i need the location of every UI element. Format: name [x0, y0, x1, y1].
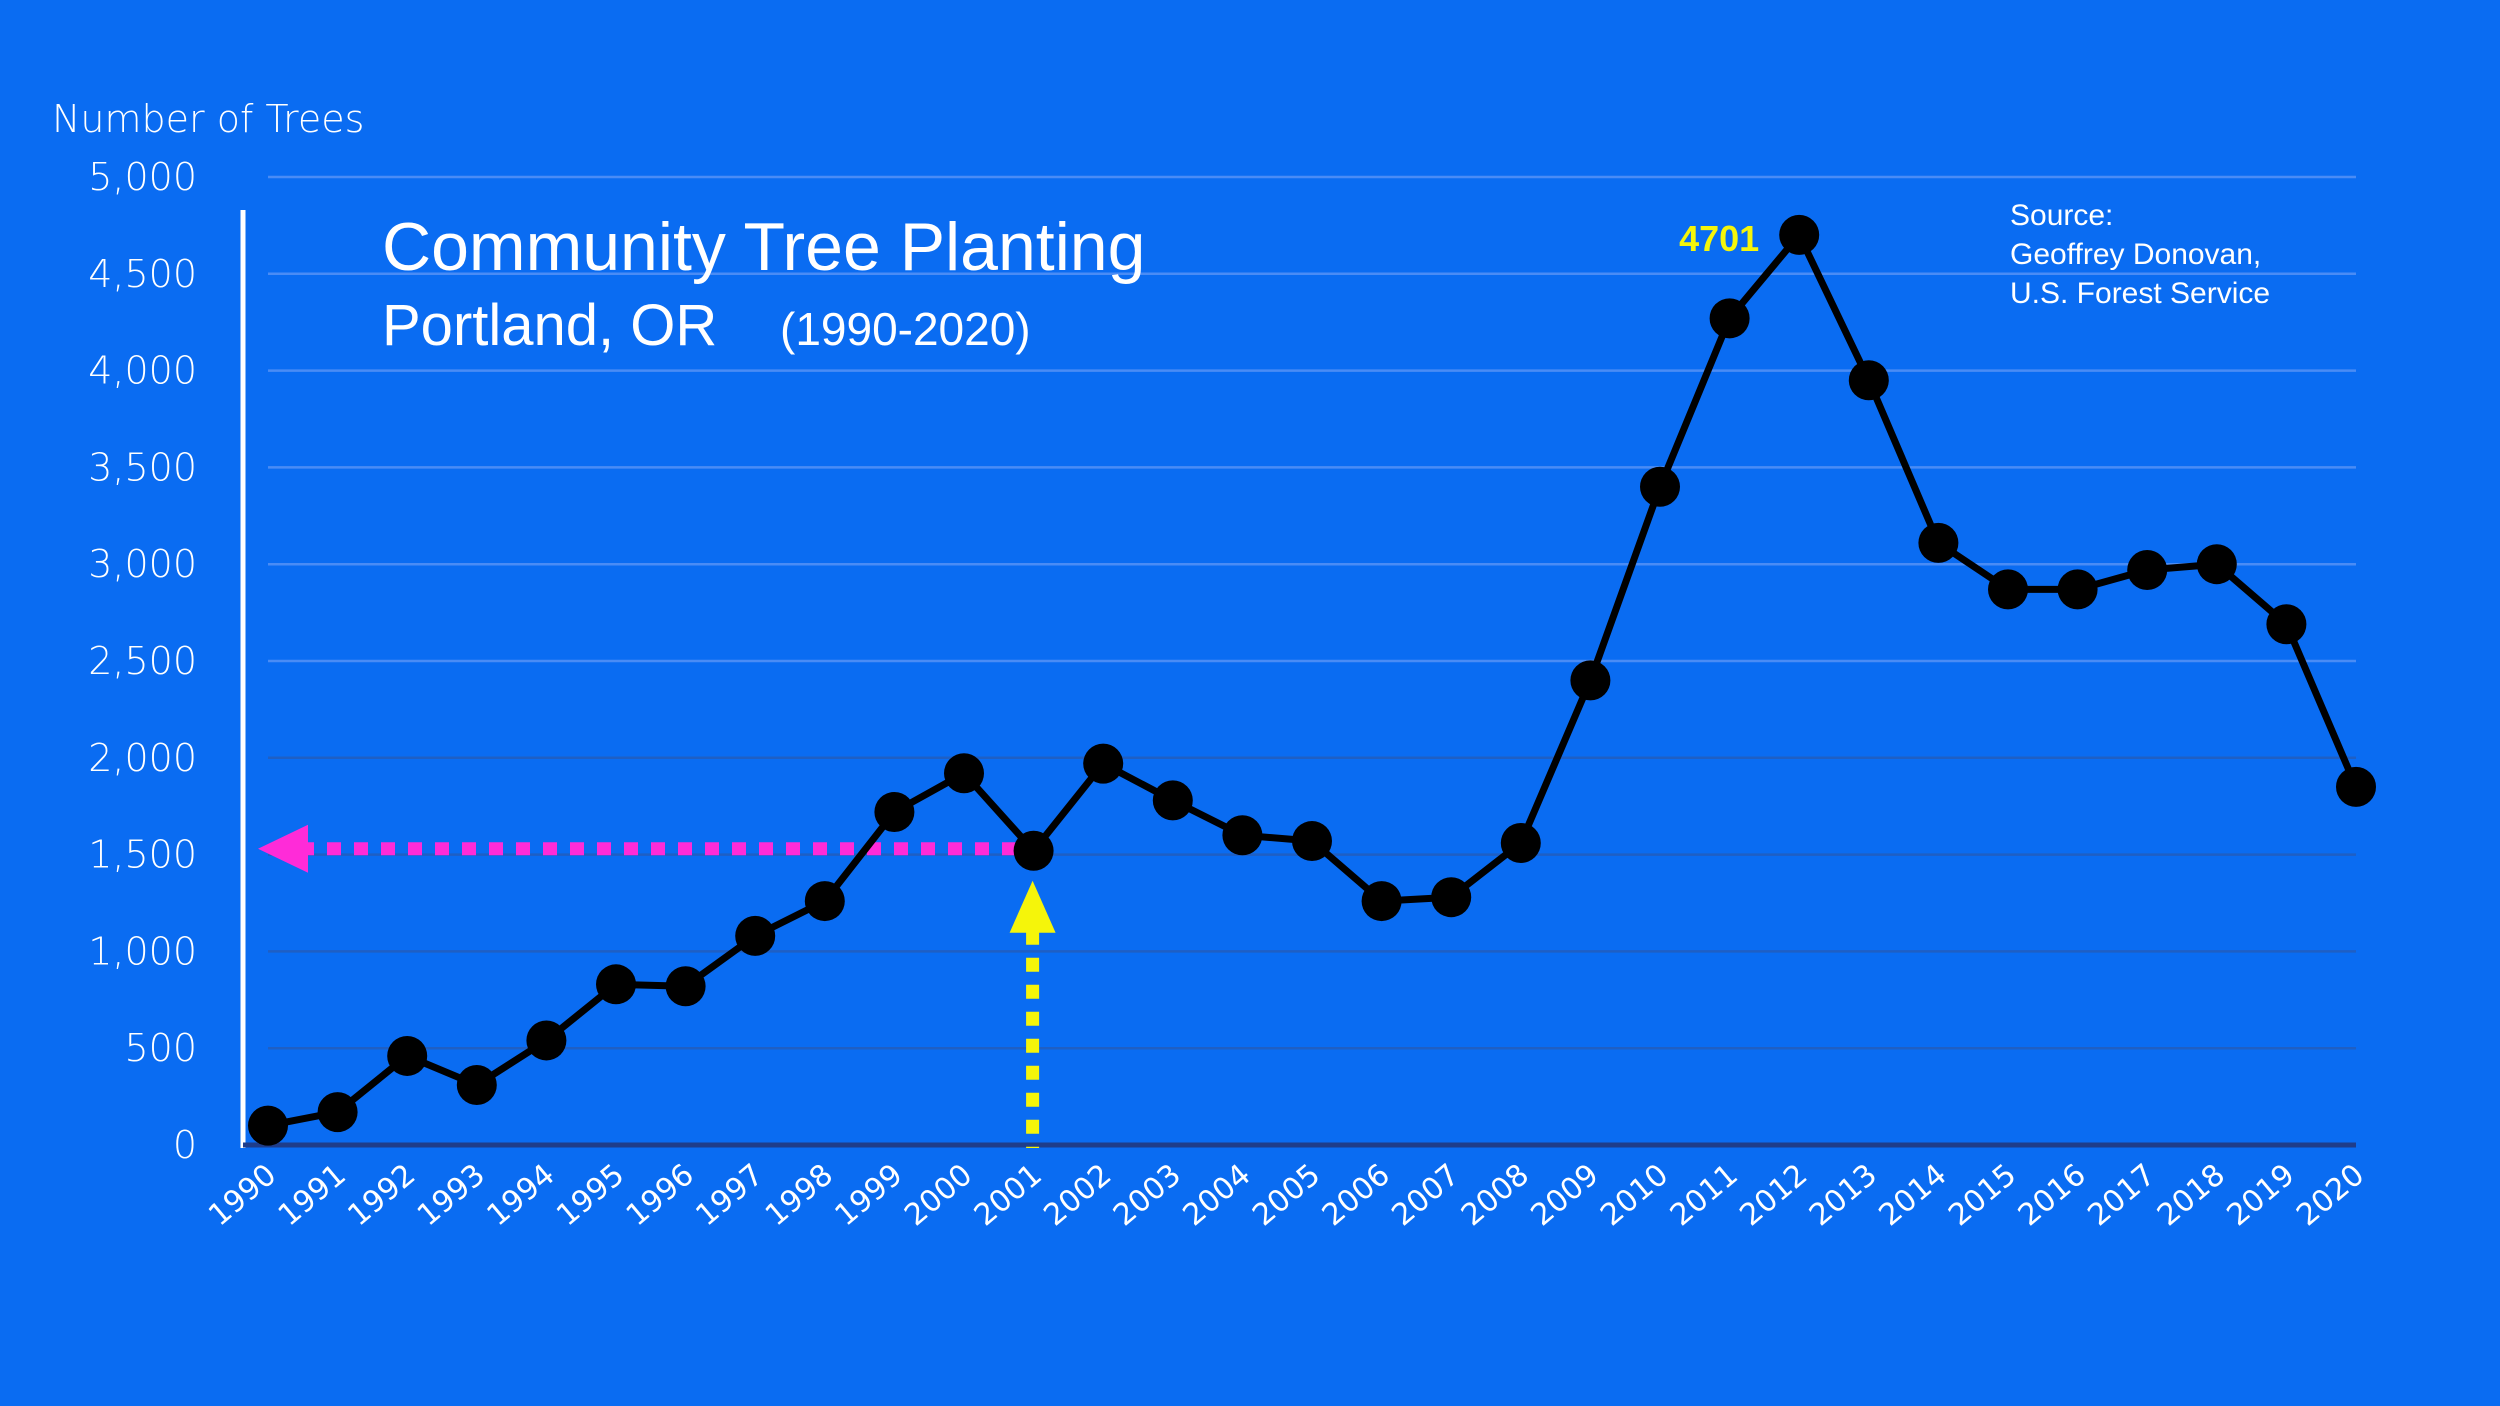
- data-point: [1918, 522, 1959, 563]
- data-point: [1013, 830, 1054, 871]
- horizontal-arrow-head: [258, 824, 308, 873]
- data-points: [248, 214, 2376, 1146]
- y-tick-label: 4,000: [88, 349, 197, 393]
- data-point: [1500, 822, 1541, 863]
- data-point: [526, 1020, 567, 1061]
- y-axis-title: Number of Trees: [52, 97, 364, 141]
- chart-title-block: Community Tree Planting Portland, OR (19…: [382, 209, 1145, 358]
- data-point: [1083, 743, 1124, 784]
- data-point: [2336, 766, 2376, 807]
- source-block: Source: Geoffrey Donovan, U.S. Forest Serv…: [2010, 199, 2270, 310]
- data-point: [1988, 569, 2028, 610]
- data-point: [387, 1035, 428, 1076]
- data-point: [1570, 660, 1611, 701]
- data-point: [874, 792, 915, 833]
- data-point: [248, 1105, 288, 1146]
- data-point: [1640, 466, 1680, 507]
- data-point: [1222, 815, 1263, 856]
- y-tick-label: 2,000: [88, 736, 197, 780]
- data-point: [665, 966, 706, 1007]
- data-point: [944, 753, 984, 794]
- data-point: [1779, 214, 1820, 255]
- chart-title: Community Tree Planting: [382, 209, 1145, 285]
- horizontal-highlight-arrow: [258, 824, 1018, 873]
- data-point: [2196, 544, 2237, 585]
- y-tick-label: 4,500: [88, 252, 197, 296]
- source-line: Geoffrey Donovan,: [2010, 238, 2261, 271]
- y-tick-label: 3,500: [88, 445, 197, 489]
- data-point: [317, 1092, 358, 1133]
- data-point: [1848, 360, 1889, 401]
- y-tick-label: 0: [173, 1123, 197, 1167]
- source-line: U.S. Forest Service: [2010, 277, 2270, 310]
- y-tick-label: 3,000: [88, 542, 197, 586]
- data-point: [1709, 298, 1750, 339]
- y-tick-label: 1,500: [88, 833, 197, 877]
- data-point: [2266, 604, 2307, 645]
- peak-value-label: 4701: [1679, 218, 1759, 259]
- data-point: [596, 964, 636, 1005]
- data-point: [456, 1064, 497, 1105]
- y-tick-label: 5,000: [88, 155, 197, 199]
- data-point: [1431, 877, 1472, 918]
- vertical-arrow-head: [1009, 880, 1056, 933]
- data-point: [1292, 821, 1332, 862]
- vertical-highlight-arrow: [1009, 880, 1056, 1148]
- data-point: [1361, 881, 1402, 922]
- y-tick-label: 1,000: [88, 929, 197, 973]
- data-point: [804, 881, 845, 922]
- data-point: [2127, 550, 2168, 591]
- data-point: [2057, 569, 2098, 610]
- chart-subtitle-location: Portland, OR: [382, 293, 717, 358]
- data-point: [1152, 780, 1193, 821]
- y-tick-label: 500: [124, 1026, 197, 1070]
- y-tick-labels: 0 500 1,000 1,500 2,000 2,500 3,000 3,500 4,000 4…: [88, 155, 197, 1167]
- y-tick-label: 2,500: [88, 639, 197, 683]
- chart-subtitle-range: (1990-2020): [780, 303, 1031, 355]
- data-point: [735, 915, 776, 956]
- source-line: Source:: [2010, 199, 2113, 232]
